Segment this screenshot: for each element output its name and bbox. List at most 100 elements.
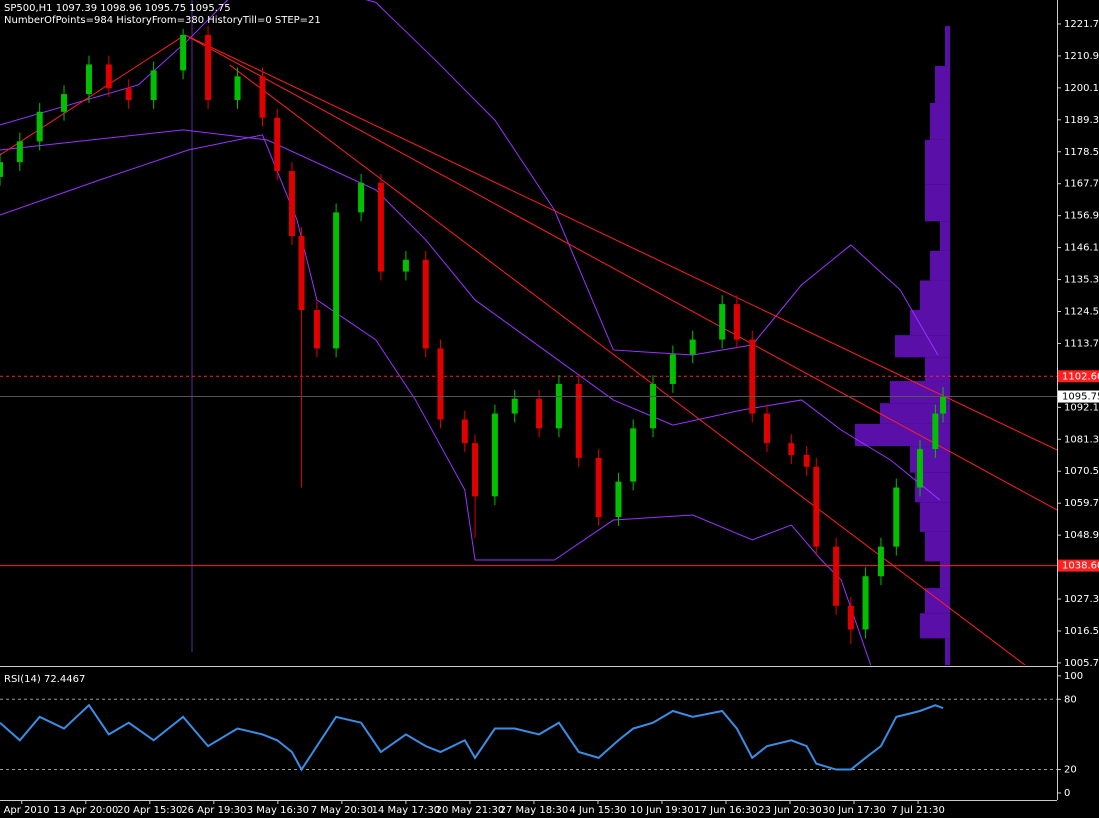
- trendline: [0, 34, 186, 156]
- y-tick-label: 1221.70: [1064, 19, 1099, 30]
- axes: 1102.60 1038.60 1095.75 1221.70 1210.90 1200.…: [0, 19, 1099, 816]
- level-label: 1038.60: [1062, 561, 1099, 572]
- y-tick-label: 1210.90: [1064, 51, 1099, 62]
- x-tick-label: 7 May 20:30: [311, 805, 373, 816]
- band-line: [0, 129, 941, 501]
- level-label: 1102.60: [1062, 371, 1099, 382]
- y-tick-label: 1178.50: [1064, 147, 1099, 158]
- candle-body: [813, 466, 820, 547]
- volume-profile-bar: [945, 638, 950, 665]
- x-tick-label: 10 Jun 19:30: [630, 805, 694, 816]
- candle-body: [377, 182, 384, 272]
- candle-body: [491, 413, 498, 497]
- y-tick-label: 100: [1064, 671, 1083, 682]
- volume-profile-bar: [925, 184, 950, 222]
- volume-profile-bar: [925, 357, 950, 382]
- volume-profile-bar: [920, 502, 950, 532]
- y-tick-label: 1016.50: [1064, 626, 1099, 637]
- y-tick-label: 1200.10: [1064, 83, 1099, 94]
- rsi-line: [0, 703, 944, 772]
- y-tick-label: 80: [1064, 694, 1077, 705]
- candle-body: [803, 454, 810, 467]
- candle-body: [85, 64, 92, 95]
- candle-body: [932, 413, 939, 450]
- y-tick-label: 1059.70: [1064, 498, 1099, 509]
- x-tick-label: 20 Apr 15:30: [117, 805, 182, 816]
- candle-body: [313, 310, 320, 349]
- y-tick-label: 1081.30: [1064, 434, 1099, 445]
- candle-body: [150, 70, 157, 100]
- candle-body: [669, 354, 676, 384]
- candle-body: [358, 182, 365, 213]
- y-tick-label: 1092.10: [1064, 402, 1099, 413]
- trendline: [229, 64, 1026, 665]
- last-price-label: 1095.75: [1062, 392, 1099, 403]
- rsi-panel: [0, 698, 1057, 772]
- x-tick-label: 23 Jun 20:30: [758, 805, 822, 816]
- candle-body: [833, 546, 840, 606]
- level-label-box: [1058, 370, 1099, 383]
- candle-body: [749, 339, 756, 414]
- x-tick-label: 17 Jun 16:30: [694, 805, 758, 816]
- volume-profile-bar: [910, 310, 950, 336]
- candle-body: [234, 76, 241, 100]
- volume-profile-bar: [880, 403, 950, 424]
- volume-profile-bar: [925, 139, 950, 185]
- candle-body: [472, 443, 479, 497]
- candle-body: [847, 605, 854, 630]
- volume-profile-bar: [895, 335, 950, 358]
- price-panel: [0, 0, 1057, 665]
- candle-body: [274, 117, 281, 171]
- y-tick-label: 1113.70: [1064, 338, 1099, 349]
- candle-body: [461, 419, 468, 444]
- candle-body: [595, 457, 602, 518]
- candle-body: [288, 170, 295, 237]
- y-tick-label: 1146.10: [1064, 243, 1099, 254]
- x-tick-label: 7 Jul 21:30: [891, 805, 945, 816]
- candle-body: [788, 443, 795, 455]
- volume-profile-bar: [855, 423, 950, 447]
- volume-profile-bar: [945, 26, 950, 66]
- candle-body: [205, 34, 212, 100]
- candle-body: [422, 259, 429, 349]
- volume-profile-bar: [930, 102, 950, 140]
- candle-body: [125, 88, 132, 100]
- candle-body: [575, 383, 582, 458]
- candle-body: [36, 111, 43, 142]
- volume-profile-bar: [940, 561, 950, 589]
- volume-profile-bar: [890, 381, 950, 404]
- level-label-box: [1058, 559, 1099, 572]
- y-tick-label: 1156.90: [1064, 211, 1099, 222]
- volume-profile-bar: [920, 613, 950, 639]
- candle-body: [733, 304, 740, 340]
- x-tick-label: 7 Apr 2010: [0, 805, 50, 816]
- x-tick-label: 30 Jun 17:30: [822, 805, 886, 816]
- volume-profile-bar: [935, 65, 950, 103]
- y-tick-label: 1124.50: [1064, 306, 1099, 317]
- y-tick-label: 1189.30: [1064, 115, 1099, 126]
- header-line: NumberOfPoints=984 HistoryFrom=380 Histo…: [4, 15, 321, 26]
- candle-body: [893, 487, 900, 547]
- candle-body: [940, 396, 947, 414]
- candle-body: [719, 304, 726, 340]
- candle-body: [615, 481, 622, 518]
- x-tick-label: 13 Apr 20:00: [53, 805, 118, 816]
- candle-body: [180, 34, 187, 71]
- x-tick-label: 20 May 21:30: [436, 805, 505, 816]
- candle-body: [763, 413, 770, 444]
- volume-profile-bar: [930, 250, 950, 281]
- candle-body: [689, 339, 696, 355]
- candle-body: [0, 162, 3, 177]
- candle-body: [511, 398, 518, 414]
- candle-body: [298, 236, 305, 311]
- candle-body: [916, 449, 923, 488]
- y-tick-label: 1135.30: [1064, 275, 1099, 286]
- candle-body: [555, 383, 562, 429]
- candle-body: [61, 94, 68, 112]
- volume-profile-bar: [940, 221, 950, 251]
- y-tick-label: 1167.70: [1064, 179, 1099, 190]
- candle-body: [437, 348, 444, 420]
- rsi-title: RSI(14) 72.4467: [4, 674, 85, 685]
